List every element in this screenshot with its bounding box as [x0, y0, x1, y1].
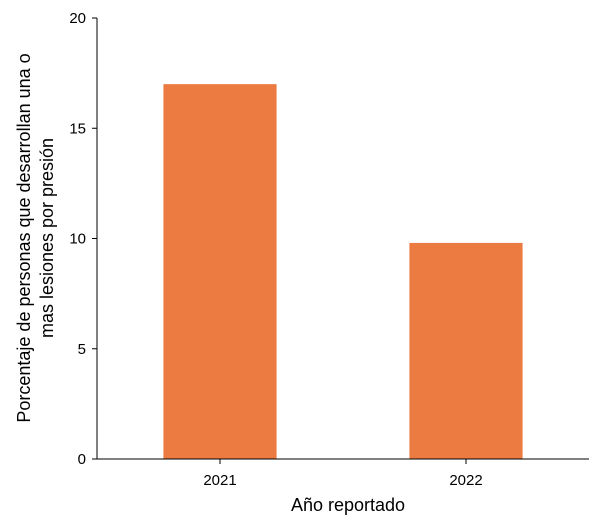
y-axis-title: Porcentaje de personas que desarrollan u… — [14, 53, 57, 422]
y-tick-label: 15 — [69, 120, 86, 137]
bars-group — [163, 84, 523, 460]
y-axis-ticks: 0 5 10 15 20 — [69, 10, 97, 468]
y-tick-label: 0 — [78, 451, 86, 468]
x-axis-title: Año reportado — [291, 495, 405, 515]
x-tick-label: 2021 — [203, 472, 236, 489]
y-tick-label: 10 — [69, 231, 86, 248]
y-axis-title-line-2: mas lesiones por presión — [37, 138, 57, 338]
y-axis-title-line-1: Porcentaje de personas que desarrollan u… — [14, 53, 34, 422]
y-tick-label: 5 — [78, 341, 86, 358]
x-tick-label: 2022 — [449, 472, 482, 489]
y-tick-label: 20 — [69, 10, 86, 27]
bar-2022 — [409, 242, 523, 459]
bar-2021 — [163, 84, 277, 460]
x-axis-ticks: 2021 2022 — [203, 459, 483, 489]
